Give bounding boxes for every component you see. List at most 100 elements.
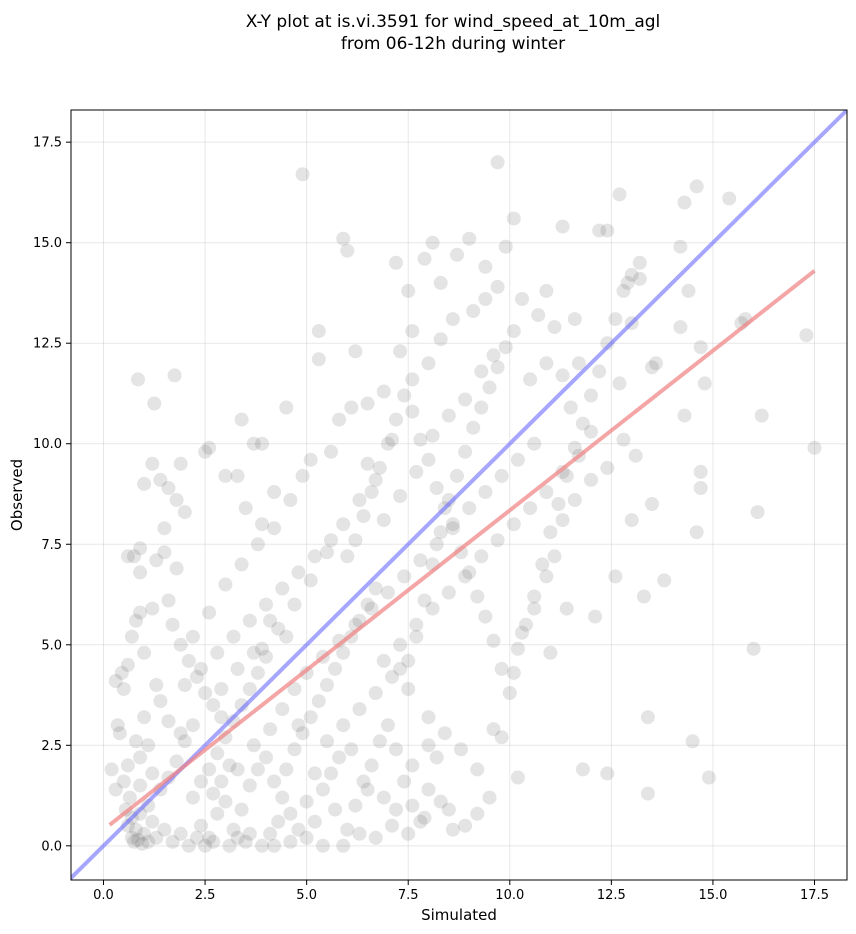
data-point bbox=[458, 818, 473, 833]
data-point bbox=[393, 344, 408, 359]
data-point bbox=[519, 617, 533, 632]
data-point bbox=[157, 822, 172, 837]
data-point bbox=[141, 798, 156, 813]
data-point bbox=[478, 259, 493, 274]
data-point bbox=[584, 424, 598, 439]
data-point bbox=[693, 464, 708, 479]
data-point bbox=[255, 517, 269, 532]
data-point bbox=[506, 517, 521, 532]
data-point bbox=[693, 481, 708, 495]
data-point bbox=[120, 758, 135, 773]
data-point bbox=[368, 830, 383, 845]
data-point bbox=[547, 320, 562, 335]
data-point bbox=[393, 637, 408, 652]
x-axis-label: Simulated bbox=[421, 906, 497, 924]
data-point bbox=[515, 292, 529, 306]
data-point bbox=[510, 452, 525, 467]
data-point bbox=[368, 581, 383, 596]
data-point bbox=[433, 332, 448, 347]
data-point bbox=[689, 525, 704, 540]
data-point bbox=[750, 505, 765, 520]
data-point bbox=[242, 778, 257, 793]
data-point bbox=[242, 613, 257, 628]
data-point bbox=[279, 762, 294, 777]
data-point bbox=[405, 372, 420, 387]
data-point bbox=[584, 472, 598, 487]
data-point bbox=[441, 408, 456, 423]
data-point bbox=[649, 356, 663, 371]
y-tick-label: 2.5 bbox=[41, 739, 62, 754]
data-point bbox=[376, 790, 391, 805]
data-point bbox=[149, 830, 164, 845]
data-point bbox=[234, 802, 249, 817]
data-point bbox=[344, 400, 359, 415]
data-point bbox=[673, 320, 688, 335]
data-point bbox=[421, 738, 436, 753]
data-point bbox=[567, 440, 582, 455]
data-point bbox=[462, 231, 477, 246]
data-point bbox=[328, 802, 343, 817]
data-point bbox=[372, 734, 387, 749]
data-point bbox=[287, 742, 302, 757]
data-point bbox=[624, 267, 639, 282]
data-point bbox=[194, 661, 208, 676]
data-point bbox=[291, 822, 306, 837]
data-point bbox=[324, 533, 338, 548]
data-point bbox=[177, 734, 192, 749]
data-point bbox=[632, 255, 647, 270]
data-point bbox=[320, 678, 334, 692]
data-point bbox=[234, 698, 249, 713]
data-point bbox=[116, 774, 131, 789]
data-point bbox=[222, 758, 237, 773]
data-point bbox=[336, 838, 351, 853]
data-point bbox=[283, 834, 298, 849]
data-point bbox=[523, 501, 538, 516]
data-point bbox=[324, 444, 338, 459]
data-point bbox=[122, 790, 137, 805]
data-point bbox=[234, 557, 249, 572]
data-point bbox=[539, 283, 554, 298]
data-point bbox=[600, 460, 615, 475]
data-point bbox=[405, 324, 420, 339]
data-point bbox=[409, 629, 424, 644]
data-point bbox=[437, 726, 452, 741]
data-point bbox=[458, 392, 473, 407]
data-point bbox=[295, 468, 310, 483]
x-tick-label: 0.0 bbox=[93, 888, 114, 903]
data-point bbox=[218, 794, 233, 809]
data-point bbox=[242, 826, 257, 841]
data-point bbox=[189, 669, 204, 684]
x-tick-label: 7.5 bbox=[398, 888, 419, 903]
data-point bbox=[527, 436, 542, 451]
data-point bbox=[287, 682, 302, 696]
data-point bbox=[352, 702, 367, 717]
data-point bbox=[393, 661, 408, 676]
x-tick-label: 15.0 bbox=[698, 888, 727, 903]
data-point bbox=[417, 810, 432, 825]
data-point bbox=[181, 838, 196, 853]
data-point bbox=[397, 774, 412, 789]
data-point bbox=[271, 621, 286, 636]
data-point bbox=[259, 597, 273, 612]
data-point bbox=[372, 460, 387, 475]
x-axis-ticks: 0.0 2.5 5.0 7.5 10.0 12.5 15.0 17.5 bbox=[93, 880, 829, 903]
data-point bbox=[567, 493, 582, 507]
data-point bbox=[311, 694, 326, 709]
data-point bbox=[616, 283, 631, 298]
data-point bbox=[657, 573, 672, 588]
data-point bbox=[238, 834, 253, 849]
data-point bbox=[466, 304, 481, 318]
data-point bbox=[356, 774, 371, 789]
data-point bbox=[364, 485, 379, 499]
data-point bbox=[697, 376, 712, 391]
data-point bbox=[429, 537, 444, 552]
data-point bbox=[539, 569, 554, 584]
data-point bbox=[238, 501, 253, 516]
data-point bbox=[112, 726, 127, 741]
data-point bbox=[555, 368, 570, 383]
data-point bbox=[356, 509, 371, 524]
data-point bbox=[401, 283, 416, 298]
data-point bbox=[559, 468, 574, 483]
x-tick-label: 5.0 bbox=[296, 888, 317, 903]
data-point bbox=[498, 239, 513, 254]
